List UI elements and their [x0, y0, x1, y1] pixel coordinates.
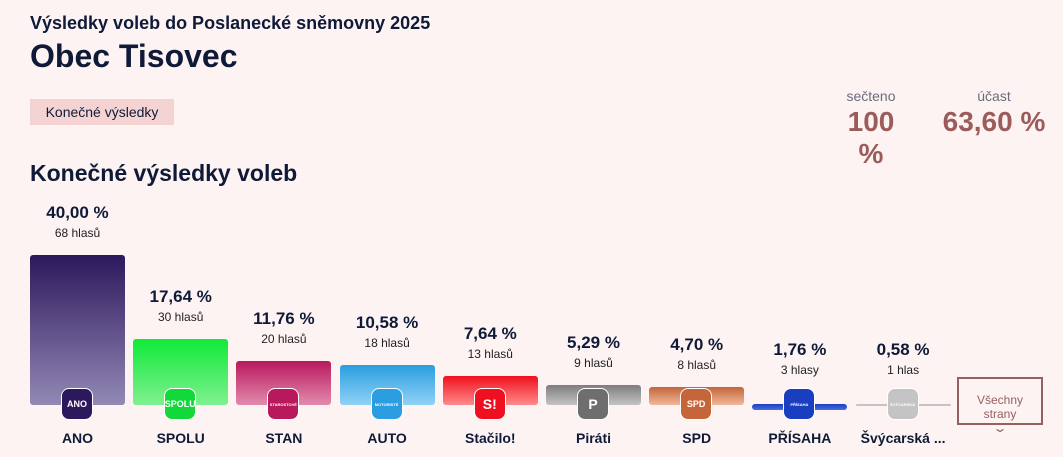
- party-column[interactable]: 7,64 % 13 hlasů S! Stačilo!: [442, 190, 538, 450]
- votes-label: 3 hlasy: [780, 363, 819, 377]
- counted-value: 100 %: [847, 106, 895, 169]
- all-parties-button[interactable]: Všechny strany ⌄: [957, 377, 1043, 435]
- value-label: 17,64 %: [149, 286, 212, 306]
- counted-label: sečteno: [846, 88, 896, 104]
- counted-stat: sečteno 100 %: [835, 88, 907, 170]
- value-label: 4,70 %: [670, 335, 724, 355]
- party-column[interactable]: 11,76 % 20 hlasů STAROSTOVÉ STAN: [236, 190, 332, 450]
- party-column[interactable]: 5,29 % 9 hlasů P Piráti: [546, 190, 641, 450]
- party-logo-icon: MOTORISTÉ: [370, 388, 403, 420]
- value-label: 10,58 %: [355, 313, 419, 333]
- party-name: Stačilo!: [465, 430, 516, 446]
- party-column[interactable]: 1,76 % 3 hlasy PŘÍSAHA PŘÍSAHA: [752, 190, 848, 450]
- value-label: 0,58 %: [876, 340, 930, 359]
- party-logo-icon: ANO: [61, 388, 93, 420]
- party-logo-icon: ŠVÝCARSKÁ: [886, 388, 919, 420]
- votes-label: 20 hlasů: [261, 331, 307, 346]
- value-label: 40,00 %: [46, 203, 109, 222]
- status-badge: Konečné výsledky: [30, 99, 174, 125]
- party-name: AUTO: [367, 430, 407, 446]
- votes-label: 30 hlasů: [158, 309, 204, 324]
- value-label: 5,29 %: [567, 333, 620, 353]
- votes-label: 68 hlasů: [54, 226, 101, 240]
- page-title: Obec Tisovec: [30, 38, 238, 74]
- party-name: Švýcarská ...: [860, 430, 946, 446]
- votes-label: 13 hlasů: [467, 347, 513, 362]
- all-parties-label: Všechny strany: [976, 393, 1024, 421]
- party-name: PŘÍSAHA: [768, 430, 832, 446]
- party-logo-icon: P: [577, 388, 609, 420]
- party-name: SPOLU: [156, 430, 205, 446]
- section-title: Konečné výsledky voleb: [30, 160, 298, 186]
- value-label: 7,64 %: [463, 324, 517, 344]
- party-name: Piráti: [575, 430, 611, 446]
- turnout-stat: účast 63,60 %: [940, 88, 1048, 138]
- party-column[interactable]: 10,58 % 18 hlasů MOTORISTÉ AUTO: [339, 190, 435, 450]
- bar: [30, 255, 125, 405]
- party-column[interactable]: 4,70 % 8 hlasů SPD SPD: [649, 190, 745, 450]
- party-logo-icon: SPD: [680, 388, 713, 420]
- turnout-value: 63,60 %: [942, 106, 1046, 137]
- party-logo-icon: SPOLU: [164, 388, 197, 420]
- page-supertitle: Výsledky voleb do Poslanecké sněmovny 20…: [30, 13, 431, 33]
- party-name: ANO: [61, 430, 94, 446]
- value-label: 1,76 %: [773, 340, 827, 359]
- votes-label: 9 hlasů: [574, 356, 613, 371]
- party-logo-icon: PŘÍSAHA: [783, 388, 816, 420]
- party-column[interactable]: 40,00 % 68 hlasů ANO ANO: [30, 190, 125, 450]
- party-logo-icon: S!: [473, 388, 506, 420]
- votes-label: 1 hlas: [887, 363, 920, 377]
- party-column[interactable]: 17,64 % 30 hlasů SPOLU SPOLU: [133, 190, 229, 450]
- party-logo-icon: STAROSTOVÉ: [267, 388, 300, 420]
- votes-label: 8 hlasů: [677, 358, 717, 373]
- party-name: STAN: [265, 430, 303, 446]
- chevron-down-icon: ⌄: [992, 421, 1008, 435]
- value-label: 11,76 %: [253, 308, 315, 328]
- party-name: SPD: [682, 430, 712, 446]
- votes-label: 18 hlasů: [364, 336, 410, 351]
- turnout-label: účast: [977, 88, 1011, 104]
- party-column[interactable]: 0,58 % 1 hlas ŠVÝCARSKÁ Švýcarská ...: [855, 190, 951, 450]
